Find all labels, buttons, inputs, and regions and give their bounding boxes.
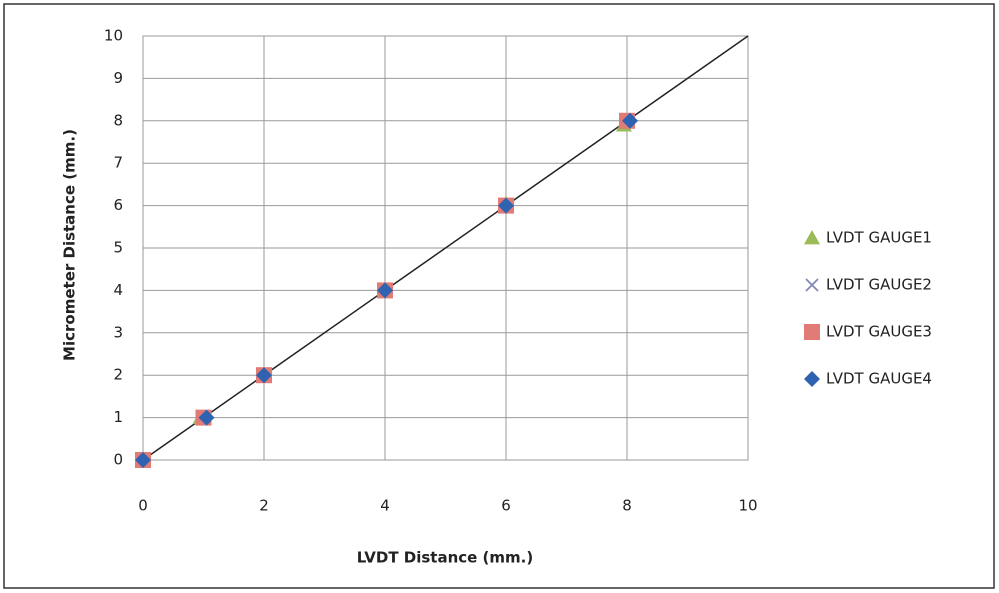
y-tick-label: 7: [113, 154, 123, 172]
legend-marker: [804, 324, 820, 340]
legend-label: LVDT GAUGE2: [826, 276, 932, 294]
y-tick-label: 5: [113, 239, 123, 257]
y-axis-title: Micrometer Distance (mm.): [61, 129, 79, 361]
fit-line: [142, 35, 749, 461]
marker: [377, 282, 393, 299]
y-tick-label: 3: [113, 323, 123, 341]
legend-marker: [804, 230, 820, 245]
y-tick-label: 2: [113, 366, 123, 384]
x-tick-label: 0: [138, 497, 148, 515]
marker: [135, 452, 151, 468]
legend-marker: [805, 278, 819, 292]
marker: [498, 197, 514, 214]
legend-label: LVDT GAUGE1: [826, 229, 932, 247]
marker: [198, 409, 215, 426]
legend-label: LVDT GAUGE3: [826, 323, 932, 341]
y-tick-label: 9: [113, 69, 123, 87]
legend-marker: [804, 371, 820, 387]
x-tick-label: 6: [501, 497, 511, 515]
y-tick-label: 10: [104, 27, 123, 45]
y-tick-label: 4: [113, 281, 123, 299]
x-tick-label: 10: [738, 497, 757, 515]
marker: [256, 367, 272, 384]
y-tick-label: 8: [113, 111, 123, 129]
legend-label: LVDT GAUGE4: [826, 370, 932, 388]
x-tick-label: 2: [259, 497, 269, 515]
y-tick-label: 0: [113, 451, 123, 469]
x-axis-title: LVDT Distance (mm.): [357, 549, 533, 567]
y-tick-label: 6: [113, 196, 123, 214]
x-tick-label: 8: [622, 497, 632, 515]
x-tick-label: 4: [380, 497, 390, 515]
marker: [622, 112, 639, 129]
y-tick-label: 1: [113, 408, 123, 426]
